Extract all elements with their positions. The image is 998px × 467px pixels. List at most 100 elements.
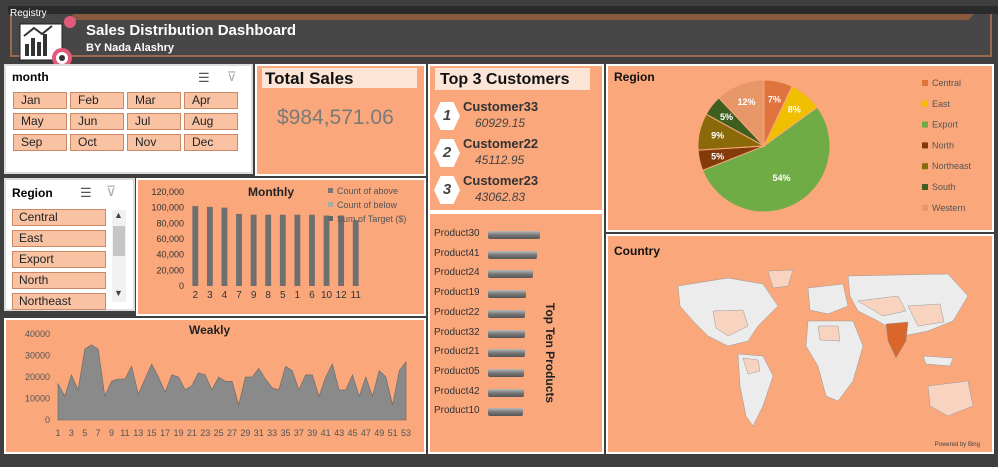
month-button-sep[interactable]: Sep [13, 134, 67, 151]
month-button-jan[interactable]: Jan [13, 92, 67, 109]
product-bar [488, 368, 525, 377]
multi-select-icon[interactable]: ☰ [198, 70, 210, 85]
month-slicer: month ☰ ⊽ Jan Feb Mar Apr May Jun Jul Aug Sep Oct… [4, 64, 253, 174]
region-button-east[interactable]: East [12, 230, 106, 247]
multi-select-icon[interactable]: ☰ [80, 185, 92, 200]
pie-slice-western[interactable] [718, 79, 765, 148]
month-button-nov[interactable]: Nov [127, 134, 181, 151]
product-label: Product41 [434, 247, 480, 259]
map-credit: Powered by Bing [934, 442, 980, 448]
x-tick-label: 11 [351, 290, 362, 301]
customer-name: Customer33 [463, 99, 539, 114]
region-slicer-title: Region [12, 186, 53, 200]
x-tick-label: 9 [251, 290, 257, 301]
month-button-jul[interactable]: Jul [127, 113, 181, 130]
x-tick-label: 35 [281, 428, 291, 438]
pie-data-label: 5% [720, 112, 733, 122]
product-label: Product21 [434, 346, 480, 358]
x-tick-label: 25 [214, 428, 224, 438]
x-tick-label: 19 [173, 428, 183, 438]
total-sales-title: Total Sales [265, 69, 354, 88]
y-tick-label: 20000 [25, 372, 50, 382]
top-products-title: Top Ten Products [543, 302, 557, 404]
x-tick-label: 3 [207, 290, 213, 301]
x-tick-label: 9 [109, 428, 114, 438]
x-tick-label: 47 [361, 428, 371, 438]
product-label: Product32 [434, 326, 480, 338]
dashboard-subtitle: BY Nada Alashry [86, 42, 175, 54]
x-tick-label: 5 [82, 428, 87, 438]
product-bar [488, 388, 524, 397]
legend-label: Western [932, 203, 965, 213]
x-tick-label: 1 [55, 428, 60, 438]
y-tick-label: 10000 [25, 394, 50, 404]
month-button-jun[interactable]: Jun [70, 113, 124, 130]
north-africa-shape [817, 325, 841, 342]
x-tick-label: 7 [96, 428, 101, 438]
rank-badge-icon: 3 [434, 176, 460, 204]
clear-filter-icon[interactable]: ⊽ [227, 69, 237, 84]
x-tick-label: 41 [321, 428, 331, 438]
monthly-bar [352, 220, 359, 286]
month-button-apr[interactable]: Apr [184, 92, 238, 109]
customer-name: Customer23 [463, 173, 539, 188]
legend-swatch [922, 163, 928, 170]
top-strip [8, 6, 998, 14]
x-tick-label: 17 [160, 428, 170, 438]
pie-slice-export[interactable] [701, 106, 831, 213]
world-map[interactable] [668, 266, 988, 446]
monthly-bar [309, 214, 315, 286]
pie-data-label: 5% [711, 151, 724, 161]
china-shape [907, 303, 945, 327]
product-label: Product19 [434, 287, 480, 299]
y-tick-label: 120,000 [151, 187, 184, 197]
y-tick-label: 60,000 [156, 234, 184, 244]
legend-label: Count of above [337, 186, 398, 196]
month-button-oct[interactable]: Oct [70, 134, 124, 151]
region-button-north[interactable]: North [12, 272, 106, 289]
x-tick-label: 31 [254, 428, 264, 438]
legend-swatch [328, 188, 333, 193]
central-asia-shape [857, 295, 907, 317]
region-button-export[interactable]: Export [12, 251, 106, 268]
scroll-up-icon[interactable]: ▲ [114, 210, 123, 220]
scroll-thumb[interactable] [113, 226, 125, 256]
dashboard-title: Sales Distribution Dashboard [86, 22, 297, 39]
x-tick-label: 12 [336, 290, 348, 301]
total-sales-value: $984,571.06 [277, 106, 394, 129]
scroll-down-icon[interactable]: ▼ [114, 288, 123, 298]
monthly-bar [294, 214, 301, 286]
x-tick-label: 4 [222, 290, 228, 301]
pie-data-label: 8% [788, 104, 801, 114]
monthly-bar [323, 215, 330, 286]
y-tick-label: 100,000 [151, 203, 184, 213]
month-button-feb[interactable]: Feb [70, 92, 124, 109]
month-button-mar[interactable]: Mar [127, 92, 181, 109]
product-bar [488, 408, 524, 417]
product-bar [488, 270, 533, 279]
product-label: Product05 [434, 365, 480, 377]
x-tick-label: 37 [294, 428, 304, 438]
month-button-may[interactable]: May [13, 113, 67, 130]
pie-data-label: 54% [772, 173, 790, 183]
x-tick-label: 3 [69, 428, 74, 438]
product-bar [488, 349, 525, 358]
usa-shape [712, 309, 749, 337]
slicer-scrollbar[interactable]: ▲ ▼ [112, 210, 126, 302]
product-label: Product22 [434, 306, 480, 318]
clear-filter-icon[interactable]: ⊽ [106, 183, 117, 199]
registry-logo [16, 14, 78, 70]
region-button-central[interactable]: Central [12, 209, 106, 226]
india-shape [885, 321, 909, 359]
region-button-northeast[interactable]: Northeast [12, 293, 106, 310]
month-button-aug[interactable]: Aug [184, 113, 238, 130]
africa-shape [805, 320, 864, 402]
y-tick-label: 30000 [25, 351, 50, 361]
monthly-bar [338, 215, 345, 286]
x-tick-label: 5 [280, 290, 286, 301]
month-button-dec[interactable]: Dec [184, 134, 238, 151]
legend-swatch [922, 142, 928, 149]
monthly-chart-title: Monthly [248, 185, 294, 199]
x-tick-label: 1 [295, 290, 301, 301]
